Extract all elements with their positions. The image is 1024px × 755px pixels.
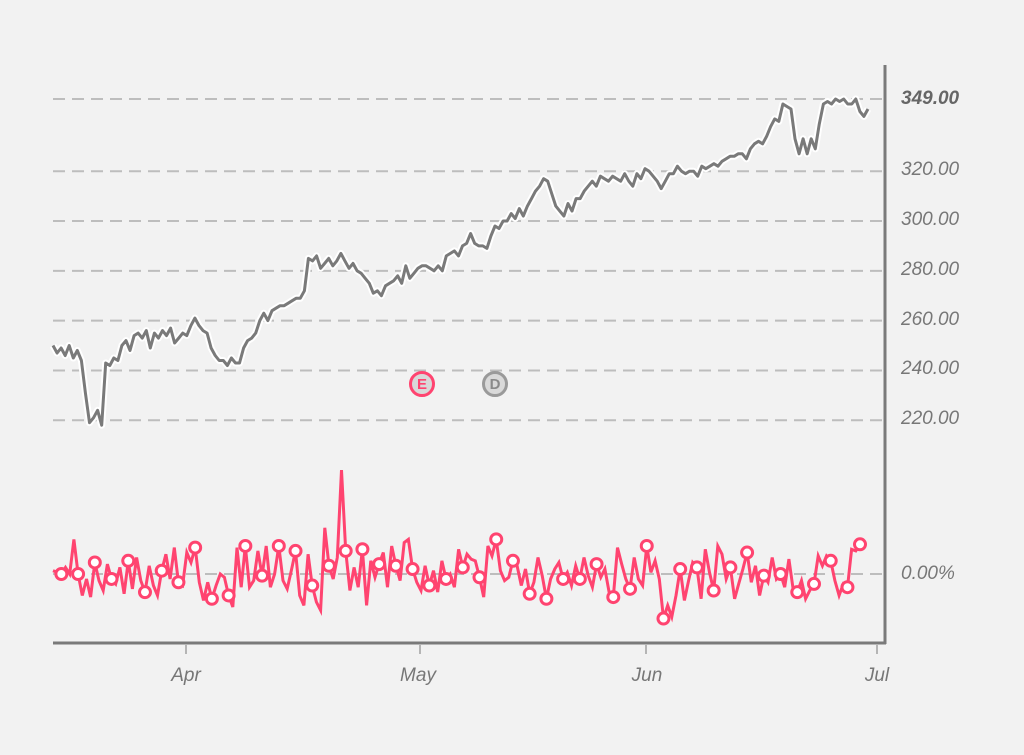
y-tick-label: 260.00 [901,309,960,330]
price-line-series [49,95,872,429]
x-tick-label-apr: Apr [171,665,201,686]
return-point-marker[interactable] [238,538,253,553]
return-point-marker[interactable] [623,581,638,596]
return-point-marker[interactable] [539,591,554,606]
return-point-marker[interactable] [723,560,738,575]
return-point-marker[interactable] [673,562,688,577]
return-point-marker[interactable] [773,567,788,581]
x-tick-label-jun: Jun [631,665,663,686]
return-point-marker[interactable] [338,543,353,558]
return-point-marker[interactable] [853,537,867,552]
y-tick-label: 240.00 [901,358,960,379]
return-point-marker[interactable] [188,540,203,555]
price-line-halo [49,95,872,429]
dividend-event-marker[interactable]: D [482,371,508,397]
return-point-marker[interactable] [71,567,86,581]
return-point-marker[interactable] [204,591,219,606]
return-point-marker[interactable] [823,553,838,568]
earnings-event-marker[interactable]: E [409,371,435,397]
return-point-marker[interactable] [422,578,437,593]
grid-lines [53,98,883,575]
return-point-marker[interactable] [572,571,587,586]
x-axis-ticks [185,644,878,654]
y-tick-label: 300.00 [901,209,960,230]
x-tick-label-may: May [400,665,436,686]
x-tick-label-jul: Jul [864,665,890,686]
return-point-marker[interactable] [505,553,520,568]
return-point-marker[interactable] [255,568,270,583]
return-point-marker[interactable] [807,576,822,591]
return-point-marker[interactable] [221,588,236,603]
return-point-marker[interactable] [388,558,403,573]
return-point-marker[interactable] [756,568,771,583]
return-point-marker[interactable] [154,563,169,578]
return-point-marker[interactable] [104,571,119,586]
axes [53,65,887,654]
return-point-marker[interactable] [439,571,454,586]
y-tick-label: 280.00 [901,259,960,280]
return-point-marker[interactable] [489,532,504,547]
return-point-marker[interactable] [54,567,69,581]
return-point-marker[interactable] [556,571,571,586]
return-point-marker[interactable] [355,542,370,557]
return-point-marker[interactable] [472,570,487,585]
return-point-marker[interactable] [706,583,721,598]
return-point-marker[interactable] [171,575,186,590]
return-point-marker[interactable] [121,553,136,568]
return-point-marker[interactable] [740,545,755,560]
return-point-marker[interactable] [137,585,152,600]
return-point-marker[interactable] [689,560,704,575]
return-point-marker[interactable] [840,580,855,595]
return-point-marker[interactable] [656,611,671,626]
return-point-marker[interactable] [589,557,604,572]
return-point-marker[interactable] [639,538,654,553]
return-zero-label: 0.00% [901,563,955,584]
return-point-marker[interactable] [606,590,621,605]
return-point-marker[interactable] [321,558,336,573]
return-point-marker[interactable] [405,562,420,577]
y-tick-label: 220.00 [901,408,960,429]
return-point-marker[interactable] [288,543,303,558]
return-point-marker[interactable] [87,555,102,570]
current-price-label: 349.00 [901,88,960,109]
return-point-marker[interactable] [522,586,537,601]
return-point-marker[interactable] [455,560,470,575]
return-point-marker[interactable] [305,578,320,593]
return-line-series [52,470,867,626]
return-line [52,470,862,623]
y-tick-label: 320.00 [901,159,960,180]
return-point-marker[interactable] [271,538,286,553]
return-point-marker[interactable] [790,585,805,600]
return-point-marker[interactable] [372,557,387,572]
price-line [51,97,870,427]
